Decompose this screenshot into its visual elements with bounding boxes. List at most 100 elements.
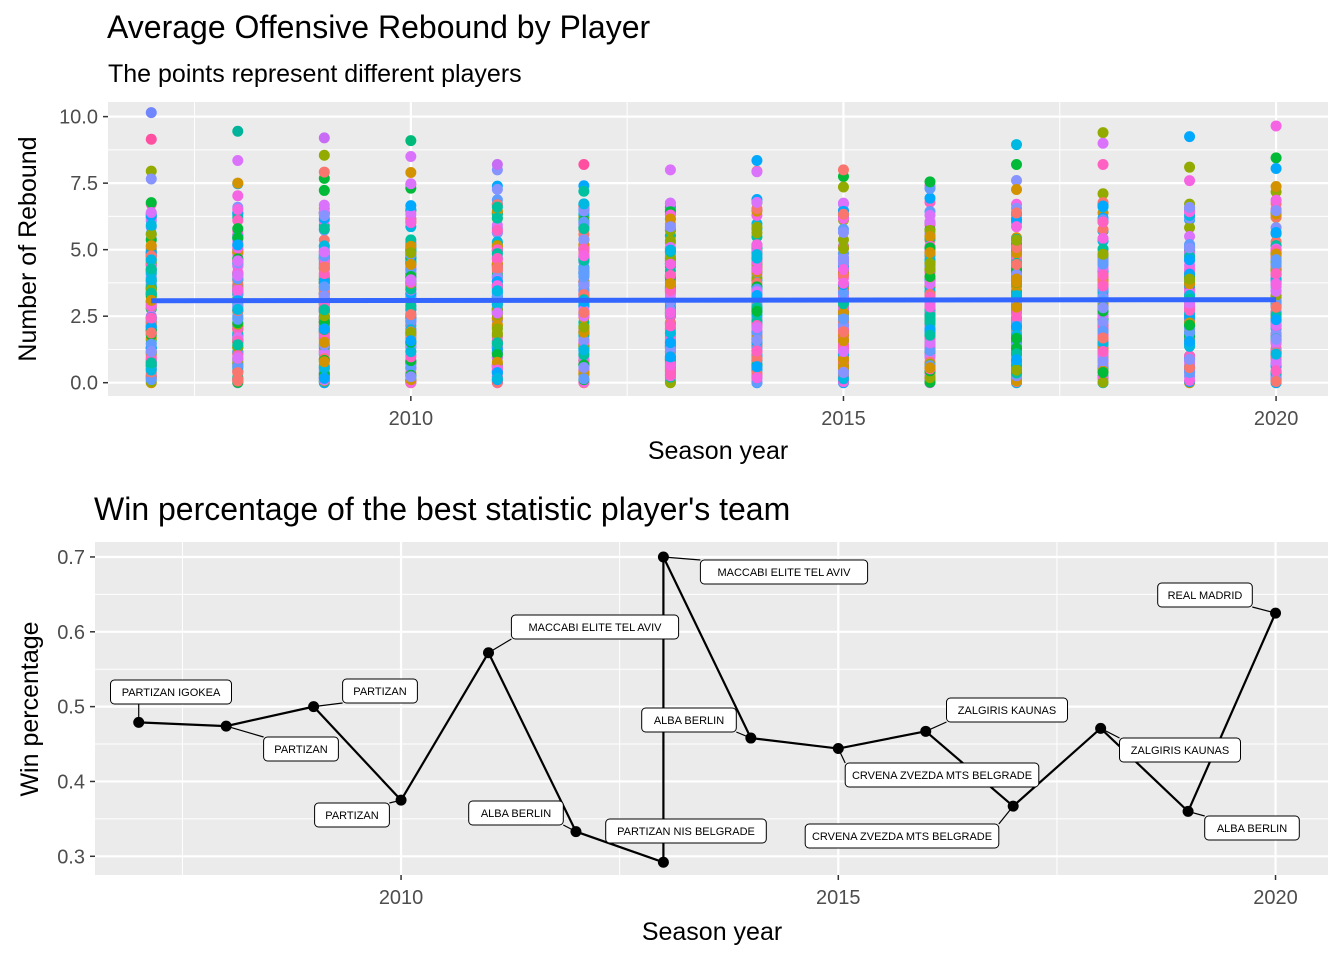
rebound-point	[145, 165, 157, 177]
label-connector	[925, 721, 947, 732]
rebound-point	[145, 197, 157, 209]
rebound-point	[1097, 256, 1109, 268]
rebound-point	[751, 240, 763, 252]
rebound-point	[924, 209, 936, 221]
rebound-point	[664, 164, 676, 176]
rebound-point	[145, 240, 157, 252]
team-label-text: CRVENA ZVEZDA MTS BELGRADE	[812, 831, 992, 843]
rebound-point	[1184, 374, 1196, 386]
team-label-box	[641, 707, 737, 733]
rebound-point	[664, 213, 676, 225]
rebound-point	[1270, 254, 1282, 266]
rebound-point	[1270, 120, 1282, 132]
rebound-point	[924, 345, 936, 357]
rebound-point	[1270, 314, 1282, 326]
rebound-point	[1270, 194, 1282, 206]
rebound-point	[1011, 174, 1023, 186]
rebound-point	[145, 206, 157, 218]
rebound-point	[837, 253, 849, 265]
rebound-point	[1097, 316, 1109, 328]
rebound-point	[491, 224, 503, 236]
rebound-point	[405, 151, 417, 163]
team-label-text: CRVENA ZVEZDA MTS BELGRADE	[852, 770, 1032, 782]
label-connector	[1100, 727, 1120, 739]
rebound-point	[578, 361, 590, 373]
rebound-point	[145, 263, 157, 275]
rebound-point	[232, 373, 244, 385]
rebound-point	[1184, 201, 1196, 213]
rebound-point	[751, 361, 763, 373]
rebound-point	[491, 338, 503, 350]
rebound-point	[751, 227, 763, 239]
team-label-box	[1204, 815, 1300, 841]
rebound-point	[318, 184, 330, 196]
rebound-point	[751, 252, 763, 264]
rebound-point	[318, 372, 330, 384]
rebound-point	[405, 208, 417, 220]
rebound-point	[578, 198, 590, 210]
y-tick-label: 0.4	[57, 771, 85, 793]
team-label-box	[804, 823, 1000, 849]
label-connector	[313, 702, 343, 708]
rebound-point	[232, 239, 244, 251]
rebound-point	[1097, 269, 1109, 281]
rebound-point	[1184, 230, 1196, 242]
x-tick-label: 2015	[821, 408, 866, 430]
rebound-point	[232, 284, 244, 296]
rebound-point	[318, 149, 330, 161]
rebound-point	[751, 166, 763, 178]
rebound-point	[491, 323, 503, 335]
team-label: PARTIZAN	[263, 736, 339, 762]
rebound-point	[1097, 188, 1109, 200]
rebound-point	[837, 164, 849, 176]
rebound-point	[1270, 162, 1282, 174]
team-label-text: ALBA BERLIN	[481, 808, 551, 820]
rebound-point	[1184, 222, 1196, 234]
rebound-point	[1097, 366, 1109, 378]
label-connector	[488, 638, 512, 654]
rebound-point	[664, 359, 676, 371]
rebound-point	[318, 356, 330, 368]
rebound-point	[1011, 234, 1023, 246]
rebound-point	[1270, 365, 1282, 377]
rebound-point	[837, 208, 849, 220]
team-label-box	[468, 800, 564, 826]
rebound-point	[318, 199, 330, 211]
rebound-point	[232, 303, 244, 315]
rebound-point	[1011, 364, 1023, 376]
rebound-point	[405, 371, 417, 383]
rebound-point	[578, 234, 590, 246]
rebound-point	[751, 264, 763, 276]
rebound-point	[1097, 280, 1109, 292]
team-label-text: PARTIZAN IGOKEA	[122, 687, 221, 699]
rebound-point	[837, 346, 849, 358]
x-tick-label: 2010	[379, 887, 424, 909]
rebound-point	[751, 322, 763, 334]
team-label-box	[844, 762, 1040, 788]
team-label-text: PARTIZAN	[274, 744, 327, 756]
team-label: ALBA BERLIN	[1204, 815, 1300, 841]
rebound-point	[145, 357, 157, 369]
average-trend-line	[151, 297, 1277, 304]
label-connector	[389, 799, 402, 804]
team-label-text: REAL MADRID	[1168, 590, 1243, 602]
rebound-point	[751, 155, 763, 167]
rebound-point	[145, 274, 157, 286]
rebound-point	[578, 344, 590, 356]
x-tick-label: 2015	[816, 887, 861, 909]
rebound-point	[145, 173, 157, 185]
y-tick-label: 0.7	[57, 547, 85, 569]
rebound-point	[837, 264, 849, 276]
rebound-point	[1097, 137, 1109, 149]
team-label-text: ZALGIRIS KAUNAS	[958, 705, 1056, 717]
rebound-point	[232, 204, 244, 216]
rebound-point	[145, 345, 157, 357]
rebound-point	[578, 334, 590, 346]
rebound-point	[837, 181, 849, 193]
y-tick-label: 2.5	[70, 306, 98, 328]
team-label: PARTIZAN	[342, 678, 418, 704]
rebound-point	[145, 374, 157, 386]
team-label-text: PARTIZAN	[353, 686, 406, 698]
rebound-point	[1011, 221, 1023, 233]
